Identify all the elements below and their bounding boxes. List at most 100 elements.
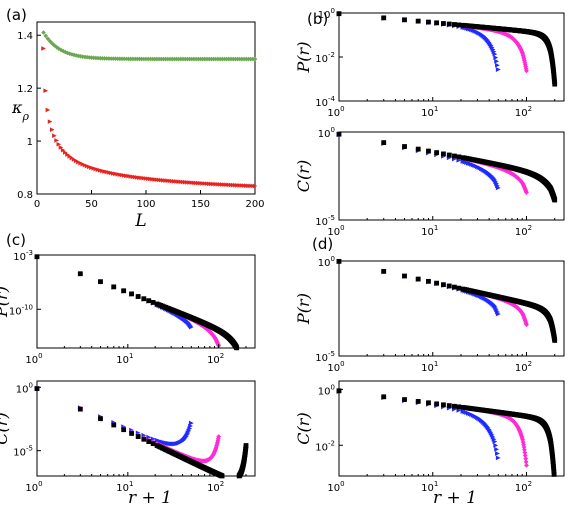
panel-a-ytick-label: 1.4 xyxy=(17,31,33,42)
panel-a-ytick-label: 1 xyxy=(27,137,33,148)
panel-b-top-point-2 xyxy=(415,18,421,24)
panel-c-bot-point-0 xyxy=(146,434,152,440)
panel-c-top-frame xyxy=(36,254,256,349)
panel-d-top-ytick-label: 10-5 xyxy=(315,350,335,364)
panel-b-top-point-0 xyxy=(495,67,501,72)
panel-b-bot-xtick-label: 102 xyxy=(515,224,532,238)
panel-c-top-xtick-label: 100 xyxy=(25,352,42,366)
panel-d-bot-xtick-label: 102 xyxy=(515,480,532,494)
panel-a-point-1 xyxy=(58,145,64,150)
panel-c-bot-point-2 xyxy=(111,422,117,428)
panel-d-bot-ytick-label: 10-2 xyxy=(315,439,335,453)
panel-b-bot-point-2 xyxy=(434,150,440,156)
panel-b-bot-point-2 xyxy=(381,140,387,145)
panel-b-top-ytick-label: 10-2 xyxy=(315,51,335,65)
panel-d-top-point-2 xyxy=(402,273,407,279)
panel-c-top-ylabel: P(r) xyxy=(0,286,11,318)
panel-b-bot-point-2 xyxy=(402,144,407,149)
panel-c-bot-point-2 xyxy=(141,436,147,442)
panel-a-point-1 xyxy=(49,127,55,132)
panel-d-bot-xtick-label: 100 xyxy=(327,480,344,494)
panel-c-bot-point-0 xyxy=(141,432,147,438)
panel-b-top-point-0 xyxy=(493,55,499,60)
panel-d-bot-point-2 xyxy=(456,404,462,410)
panel-c-top-point-2 xyxy=(121,288,127,294)
panel-b-top-ytick-label: 10-4 xyxy=(315,95,335,109)
panel-b-bot-xtick-label: 101 xyxy=(421,224,438,238)
panel-d-top-xtick-label: 101 xyxy=(421,360,438,374)
panel-c-bot-xtick-label: 102 xyxy=(207,480,224,494)
panel-label-a: (a) xyxy=(6,6,27,24)
panel-a-point-0 xyxy=(65,50,70,56)
panel-d-xlabel: r + 1 xyxy=(433,488,477,508)
panel-d-bot-point-0 xyxy=(495,451,500,456)
panel-c-bot-ytick-label: 100 xyxy=(16,381,33,395)
panel-d-top-point-2 xyxy=(552,338,558,343)
panel-a-point-1 xyxy=(54,138,59,143)
panel-a-marks xyxy=(41,30,258,189)
panel-a-xlabel: L xyxy=(134,211,146,231)
panel-b-bot-point-2 xyxy=(446,152,452,158)
panel-c-top: 100 101 102 10-3 10-10P(r) xyxy=(0,249,256,366)
panel-c-top-xtick-label: 101 xyxy=(116,352,133,366)
panel-d-bot-ylabel: C(r) xyxy=(294,412,313,444)
panel-b-top-point-2 xyxy=(456,22,462,28)
panel-c-bot-point-2 xyxy=(121,427,127,433)
panel-a-point-0 xyxy=(41,30,46,35)
panel-d-top-point-2 xyxy=(434,280,440,286)
panel-b-top-point-2 xyxy=(451,22,457,27)
panel-c-top-point-2 xyxy=(98,279,103,285)
panel-a-point-0 xyxy=(252,56,258,62)
panel-b-bot-point-2 xyxy=(441,151,446,157)
panel-c-bot-point-2 xyxy=(150,441,156,447)
panel-a-point-0 xyxy=(45,36,51,42)
panel-b-top-point-0 xyxy=(492,51,498,57)
panel-a-point-1 xyxy=(43,88,49,93)
panel-a: 0 50 100 150 200 0.8 1 1.2 1.4 κρ L xyxy=(11,21,265,231)
panel-b-bot-ylabel: C(r) xyxy=(294,160,313,192)
panel-d-top-frame xyxy=(338,260,565,357)
panel-b-bot-point-2 xyxy=(456,154,462,160)
panel-d-top-point-2 xyxy=(446,283,452,289)
panel-d-bot-point-1 xyxy=(523,459,529,465)
panel-d-bot-point-2 xyxy=(451,403,457,409)
panel-a-frame xyxy=(36,21,256,195)
panel-d-bot-point-1 xyxy=(522,453,528,458)
panel-b-top-ylabel: P(r) xyxy=(294,42,313,74)
panel-a-ytick-label: 0.8 xyxy=(17,190,33,201)
panel-c-bot-point-0 xyxy=(188,420,194,426)
panel-b-top-point-2 xyxy=(426,19,431,25)
panel-c-top-xtick-label: 102 xyxy=(207,352,224,366)
panel-b-top-point-2 xyxy=(441,21,446,26)
panel-b-top-point-2 xyxy=(381,15,387,21)
panel-b-top-xtick-label: 102 xyxy=(515,105,532,119)
panel-c-bot-point-2 xyxy=(98,416,103,422)
panel-label-b: (b) xyxy=(307,10,328,28)
panel-b-bot-point-0 xyxy=(495,185,501,191)
panel-d-bot-point-2 xyxy=(446,403,452,408)
panel-c-top-ytick-label: 10-10 xyxy=(9,303,33,317)
panel-a-ylabel: κρ xyxy=(11,98,30,123)
panel-a-xtick-label: 100 xyxy=(136,199,155,210)
panel-c-top-point-2 xyxy=(150,300,156,305)
panel-d-bot-point-0 xyxy=(493,442,499,448)
panel-label-d: (d) xyxy=(312,235,333,253)
panel-b-top-point-1 xyxy=(524,68,529,74)
panel-d-bot-point-2 xyxy=(551,472,557,477)
panel-c-bot-point-2 xyxy=(135,434,141,439)
panel-b-bot-ytick-label: 10-5 xyxy=(315,214,335,228)
panel-b-bot-point-1 xyxy=(524,190,529,195)
panel-d-top-point-2 xyxy=(426,278,431,284)
panel-d-bot-point-2 xyxy=(550,461,556,467)
panel-d-top-xtick-label: 102 xyxy=(515,360,532,374)
panel-c-xlabel: r + 1 xyxy=(128,488,172,508)
panel-b-top: 100 101 102 100 10-2 10-4 P(r) xyxy=(294,7,565,119)
panel-a-point-1 xyxy=(252,183,258,189)
panel-b-top-xtick-label: 100 xyxy=(327,105,344,119)
panel-b-bot-point-2 xyxy=(415,146,421,152)
panel-b-bot-point-2 xyxy=(451,153,457,159)
panel-b-bot-point-2 xyxy=(552,197,558,203)
panel-b-bot-frame xyxy=(338,131,565,221)
